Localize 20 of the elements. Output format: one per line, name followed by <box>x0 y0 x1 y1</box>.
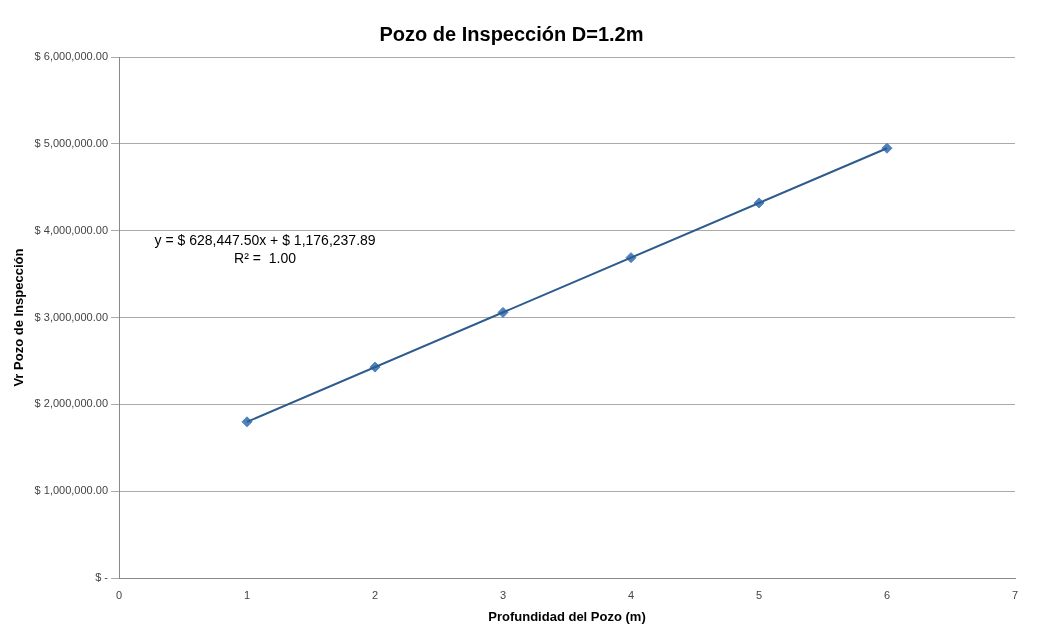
x-tick-label: 6 <box>883 588 891 601</box>
y-tick-label: $ 1,000,000.00 <box>34 484 108 497</box>
x-tick-label: 1 <box>243 588 251 601</box>
y-tick-label: $ 5,000,000.00 <box>34 136 108 149</box>
x-tick-label: 3 <box>499 588 507 601</box>
y-axis-title: Vr Pozo de Inspección <box>11 248 27 387</box>
chart-title: Pozo de Inspección D=1.2m <box>379 22 644 45</box>
annotation: y = $ 628,447.50x + $ 1,176,237.89 <box>154 231 376 248</box>
x-tick-label: 7 <box>1011 588 1019 601</box>
y-tick-label: $ 6,000,000.00 <box>34 50 108 63</box>
x-tick-label: 0 <box>115 588 123 601</box>
x-axis-title: Profundidad del Pozo (m) <box>488 608 646 624</box>
y-tick-label: $ 2,000,000.00 <box>34 397 108 410</box>
annotation: R² = 1.00 <box>234 249 297 266</box>
x-tick-label: 2 <box>371 588 379 601</box>
y-tick-label: $ 4,000,000.00 <box>34 223 108 236</box>
y-tick-label: $ - <box>95 571 109 584</box>
x-tick-label: 5 <box>755 588 763 601</box>
y-tick-label: $ 3,000,000.00 <box>34 310 108 323</box>
x-tick-label: 4 <box>627 588 635 601</box>
